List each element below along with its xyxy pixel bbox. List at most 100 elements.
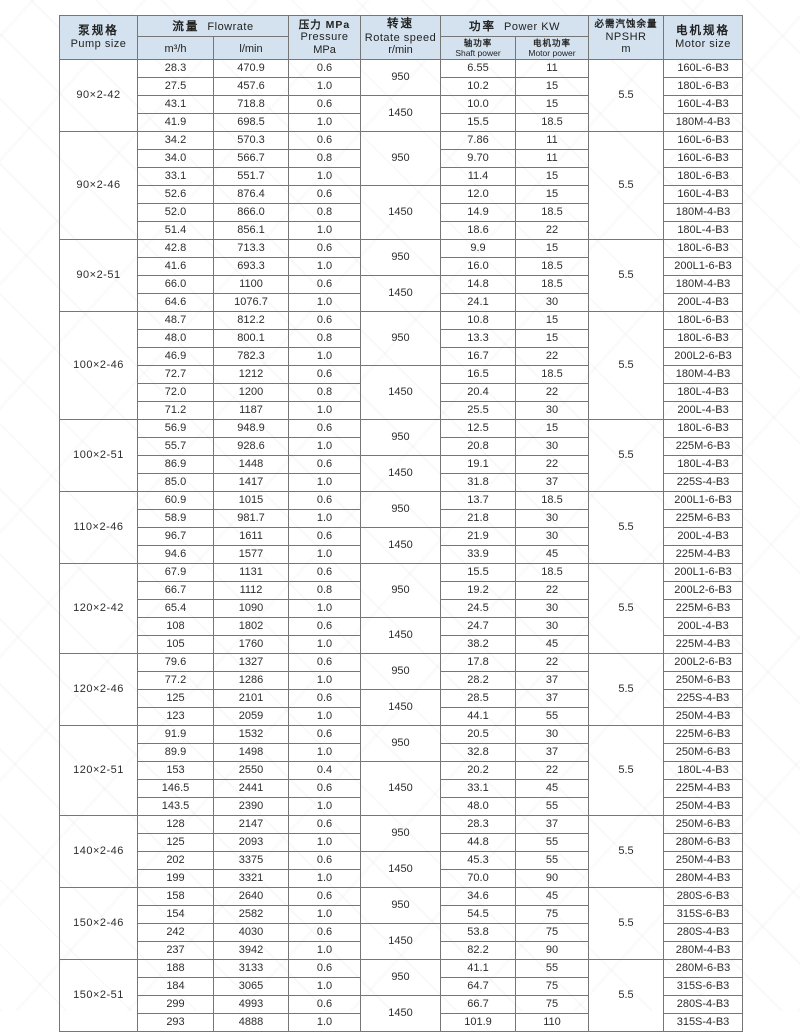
flow-m3h-cell: 34.0 <box>137 149 214 169</box>
pressure-cell: 0.6 <box>288 851 361 871</box>
header-pressure: 压力 MPa Pressure MPa <box>288 14 361 61</box>
pressure-cell: 1.0 <box>288 167 361 187</box>
motor-power-cell: 30 <box>515 437 589 457</box>
header-npshr-zh: 必需汽蚀余量 <box>594 18 658 30</box>
flow-lmin-cell: 551.7 <box>213 167 289 187</box>
pressure-cell: 0.6 <box>288 923 361 943</box>
shaft-power-cell: 41.1 <box>440 959 516 979</box>
motor-size-cell: 280M-6-B3 <box>663 959 743 979</box>
motor-power-cell: 15 <box>515 419 589 439</box>
header-rotate-speed-zh: 转速 <box>387 18 414 31</box>
motor-size-cell: 200L2-6-B3 <box>663 653 743 673</box>
pressure-cell: 1.0 <box>288 599 361 619</box>
shaft-power-cell: 32.8 <box>440 743 516 763</box>
pressure-cell: 1.0 <box>288 869 361 889</box>
motor-size-cell: 315S-6-B3 <box>663 905 743 925</box>
flow-lmin-cell: 800.1 <box>213 329 289 349</box>
motor-size-cell: 200L-4-B3 <box>663 527 743 547</box>
motor-size-cell: 180M-4-B3 <box>663 113 743 133</box>
pressure-cell: 1.0 <box>288 671 361 691</box>
rotate-speed-cell: 1450 <box>360 527 441 565</box>
motor-size-cell: 180L-6-B3 <box>663 311 743 331</box>
table-row: 120×2-42 67.9 1131 0.6 950 15.5 18.5 5.5 200L1-6… <box>59 563 743 655</box>
flow-lmin-cell: 1131 <box>213 563 289 583</box>
pump-size-cell: 120×2-42 <box>59 563 138 655</box>
header-flow-lmin-unit: l/min <box>239 43 263 56</box>
flow-m3h-cell: 202 <box>137 851 214 871</box>
flow-m3h-cell: 41.6 <box>137 257 214 277</box>
motor-size-cell: 250M-4-B3 <box>663 707 743 727</box>
flow-lmin-cell: 698.5 <box>213 113 289 133</box>
flow-lmin-cell: 4030 <box>213 923 289 943</box>
rotate-speed-cell: 1450 <box>360 617 441 655</box>
flow-lmin-cell: 1611 <box>213 527 289 547</box>
rotate-speed-cell: 950 <box>360 311 441 367</box>
shaft-power-cell: 10.2 <box>440 77 516 97</box>
motor-size-cell: 280M-6-B3 <box>663 833 743 853</box>
shaft-power-cell: 17.8 <box>440 653 516 673</box>
table-row: 77.2 1286 1.0 28.2 37 250M-6-B3 <box>60 671 743 691</box>
motor-power-cell: 15 <box>515 77 589 97</box>
flow-lmin-cell: 1200 <box>213 383 289 403</box>
motor-size-cell: 225M-4-B3 <box>663 635 743 655</box>
pressure-cell: 1.0 <box>288 347 361 367</box>
table-row: 65.4 1090 1.0 24.5 30 225M-6-B3 <box>60 599 743 619</box>
motor-size-cell: 225S-4-B3 <box>663 689 743 709</box>
rotate-speed-cell: 1450 <box>360 995 441 1032</box>
header-rotate-speed-en: Rotate speed <box>364 31 437 44</box>
pressure-cell: 0.6 <box>288 995 361 1015</box>
table-row: 143.5 2390 1.0 48.0 55 250M-4-B3 <box>60 797 743 817</box>
motor-size-cell: 200L-4-B3 <box>663 401 743 421</box>
flow-m3h-cell: 123 <box>137 707 214 727</box>
flow-lmin-cell: 856.1 <box>213 221 289 241</box>
shaft-power-cell: 19.1 <box>440 455 516 475</box>
flow-m3h-cell: 58.9 <box>137 509 214 529</box>
motor-power-cell: 15 <box>515 95 589 115</box>
pressure-cell: 0.6 <box>288 779 361 799</box>
flow-lmin-cell: 2059 <box>213 707 289 727</box>
table-row: 153 2550 0.4 1450 20.2 22 180L-4-B3 <box>60 761 743 817</box>
header-power: 功率 Power KW <box>440 15 589 37</box>
shaft-power-cell: 15.5 <box>440 563 516 583</box>
motor-size-cell: 180M-4-B3 <box>663 365 743 385</box>
pump-size-cell: 90×2-42 <box>59 59 138 133</box>
pressure-cell: 1.0 <box>288 437 361 457</box>
flow-lmin-cell: 2093 <box>213 833 289 853</box>
header-npshr: 必需汽蚀余量 NPSHR m <box>588 14 664 61</box>
shaft-power-cell: 16.5 <box>440 365 516 385</box>
shaft-power-cell: 14.9 <box>440 203 516 223</box>
flow-lmin-cell: 1015 <box>213 491 289 511</box>
table-row: 202 3375 0.6 1450 45.3 55 250M-4-B3 <box>60 851 743 889</box>
flow-lmin-cell: 1498 <box>213 743 289 763</box>
motor-size-cell: 200L-4-B3 <box>663 293 743 313</box>
rotate-speed-cell: 950 <box>360 959 441 997</box>
flow-m3h-cell: 60.9 <box>137 491 214 511</box>
motor-size-cell: 250M-4-B3 <box>663 797 743 817</box>
npshr-cell: 5.5 <box>588 311 664 421</box>
shaft-power-cell: 13.3 <box>440 329 516 349</box>
flow-m3h-cell: 77.2 <box>137 671 214 691</box>
table-row: 120×2-51 91.9 1532 0.6 950 20.5 30 5.5 225M-6-B3 <box>59 725 743 817</box>
flow-lmin-cell: 928.6 <box>213 437 289 457</box>
motor-size-cell: 225M-6-B3 <box>663 599 743 619</box>
npshr-cell: 5.5 <box>588 563 664 655</box>
npshr-cell: 5.5 <box>588 725 664 817</box>
motor-power-cell: 37 <box>515 689 589 709</box>
flow-lmin-cell: 1802 <box>213 617 289 637</box>
shaft-power-cell: 33.1 <box>440 779 516 799</box>
motor-size-cell: 180L-6-B3 <box>663 329 743 349</box>
table-row: 150×2-46 158 2640 0.6 950 34.6 45 5.5 280S-6-B3 <box>59 887 743 961</box>
flow-m3h-cell: 51.4 <box>137 221 214 241</box>
motor-power-cell: 15 <box>515 167 589 187</box>
flow-lmin-cell: 713.3 <box>213 239 289 259</box>
flow-m3h-cell: 96.7 <box>137 527 214 547</box>
table-row: 199 3321 1.0 70.0 90 280M-4-B3 <box>60 869 743 889</box>
table-body: 90×2-42 28.3 470.9 0.6 950 6.55 11 5.5 160L-6-B3… <box>59 59 743 1032</box>
npshr-cell: 5.5 <box>588 959 664 1032</box>
motor-size-cell: 225M-6-B3 <box>663 725 743 745</box>
flow-m3h-cell: 66.7 <box>137 581 214 601</box>
header-shaft-power-en: Shaft power <box>455 48 501 59</box>
motor-power-cell: 45 <box>515 779 589 799</box>
motor-power-cell: 18.5 <box>515 563 589 583</box>
motor-power-cell: 18.5 <box>515 491 589 511</box>
